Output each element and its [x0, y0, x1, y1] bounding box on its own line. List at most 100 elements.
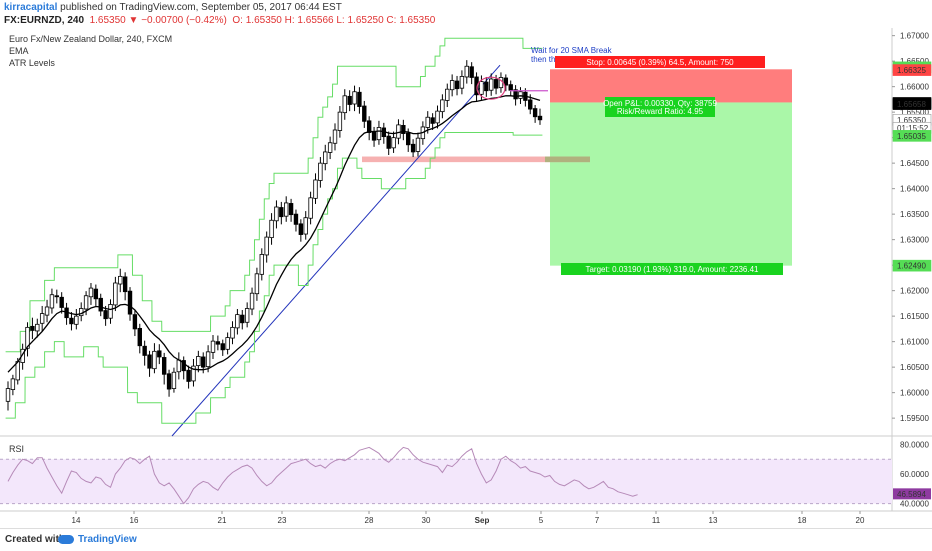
candle-body[interactable]	[332, 129, 338, 144]
pnl-label[interactable]: Open P&L: 0.00330, Qty: 38759	[603, 99, 717, 108]
candle-body[interactable]	[288, 203, 294, 216]
candle-body[interactable]	[484, 81, 489, 92]
candle-body[interactable]	[201, 356, 206, 368]
candle-body[interactable]	[391, 137, 396, 149]
candle-body[interactable]	[313, 179, 318, 199]
candle-body[interactable]	[284, 202, 289, 217]
candle-body[interactable]	[54, 295, 60, 298]
candle-body[interactable]	[39, 313, 45, 324]
candle-body[interactable]	[308, 197, 313, 219]
candle-body[interactable]	[347, 95, 352, 105]
candle-body[interactable]	[464, 65, 469, 78]
candle-body[interactable]	[449, 80, 455, 91]
tradingview-brand[interactable]: TradingView	[78, 534, 137, 545]
candle-body[interactable]	[191, 365, 196, 382]
candle-body[interactable]	[303, 217, 308, 235]
candle-body[interactable]	[152, 350, 157, 370]
publisher-name[interactable]: kirracapital	[4, 2, 58, 13]
candle-body[interactable]	[30, 325, 35, 331]
candle-body[interactable]	[137, 327, 142, 347]
price-badge[interactable]: 1.65658	[897, 100, 926, 109]
candle-body[interactable]	[59, 296, 64, 308]
candle-body[interactable]	[488, 78, 494, 91]
legend-ema[interactable]: EMA	[9, 46, 29, 56]
price-badge[interactable]: 1.62490	[897, 262, 926, 271]
trend-line[interactable]	[171, 64, 501, 437]
candle-body[interactable]	[298, 223, 304, 235]
candle-body[interactable]	[166, 373, 172, 390]
candle-body[interactable]	[132, 314, 138, 330]
candle-body[interactable]	[249, 292, 255, 310]
candle-body[interactable]	[357, 91, 362, 107]
stop-label[interactable]: Stop: 0.00645 (0.39%) 64.5, Amount: 750	[586, 58, 734, 67]
candle-body[interactable]	[401, 125, 406, 134]
candle-body[interactable]	[122, 276, 128, 293]
candle-body[interactable]	[142, 345, 147, 356]
candle-body[interactable]	[440, 99, 445, 113]
candle-body[interactable]	[244, 308, 250, 323]
candle-body[interactable]	[518, 91, 523, 99]
legend-atr[interactable]: ATR Levels	[9, 58, 55, 68]
price-badge[interactable]: 1.65350	[897, 116, 926, 125]
candle-body[interactable]	[323, 151, 328, 165]
candle-body[interactable]	[181, 360, 186, 372]
candle-body[interactable]	[108, 304, 113, 319]
candle-body[interactable]	[508, 84, 513, 91]
candle-body[interactable]	[10, 378, 16, 390]
candle-body[interactable]	[147, 354, 152, 369]
candle-body[interactable]	[210, 340, 216, 353]
candle-body[interactable]	[318, 162, 323, 181]
rr-label[interactable]: Risk/Reward Ratio: 4.95	[617, 107, 704, 116]
candle-body[interactable]	[425, 116, 430, 128]
candle-body[interactable]	[44, 306, 50, 316]
candle-body[interactable]	[445, 88, 450, 101]
candle-body[interactable]	[406, 132, 411, 146]
candle-body[interactable]	[537, 115, 543, 121]
price-badge[interactable]: 1.65035	[897, 132, 926, 141]
candle-body[interactable]	[196, 356, 201, 367]
symbol-label[interactable]: FX:EURNZD, 240	[4, 15, 85, 26]
candle-body[interactable]	[459, 76, 465, 89]
candle-body[interactable]	[205, 351, 211, 368]
candle-body[interactable]	[79, 308, 84, 317]
candle-body[interactable]	[69, 317, 74, 325]
target-label[interactable]: Target: 0.03190 (1.93%) 319.0, Amount: 2…	[585, 265, 759, 274]
candle-body[interactable]	[254, 273, 260, 295]
candle-body[interactable]	[430, 117, 435, 124]
candle-body[interactable]	[410, 143, 416, 153]
price-badge[interactable]: 1.66325	[897, 66, 926, 75]
candle-body[interactable]	[113, 282, 118, 306]
candle-body[interactable]	[479, 81, 484, 95]
candle-body[interactable]	[176, 359, 182, 373]
candle-body[interactable]	[186, 369, 191, 382]
candle-body[interactable]	[171, 371, 177, 389]
candle-body[interactable]	[118, 275, 123, 285]
candle-body[interactable]	[88, 287, 94, 298]
candle-body[interactable]	[362, 105, 367, 122]
candle-body[interactable]	[15, 361, 20, 381]
candle-body[interactable]	[371, 131, 377, 141]
candle-body[interactable]	[337, 111, 343, 131]
candle-body[interactable]	[49, 294, 55, 309]
candle-body[interactable]	[20, 348, 25, 363]
candle-body[interactable]	[435, 110, 440, 124]
candle-body[interactable]	[240, 314, 245, 324]
candle-body[interactable]	[293, 213, 299, 225]
candle-body[interactable]	[225, 337, 230, 350]
rsi-legend[interactable]: RSI	[9, 444, 25, 454]
candle-body[interactable]	[454, 80, 460, 90]
candle-body[interactable]	[376, 127, 382, 141]
candle-body[interactable]	[415, 137, 421, 152]
candle-body[interactable]	[103, 310, 108, 320]
rsi-last-badge[interactable]: 46.5894	[897, 490, 926, 499]
candle-body[interactable]	[469, 66, 474, 78]
candle-body[interactable]	[25, 326, 30, 349]
candle-body[interactable]	[230, 326, 235, 339]
candle-body[interactable]	[327, 142, 333, 153]
support-zone[interactable]	[362, 156, 590, 163]
candle-body[interactable]	[352, 91, 357, 105]
target-zone[interactable]	[550, 102, 792, 266]
candle-body[interactable]	[93, 288, 99, 300]
candle-body[interactable]	[98, 297, 103, 312]
candle-body[interactable]	[161, 357, 167, 375]
